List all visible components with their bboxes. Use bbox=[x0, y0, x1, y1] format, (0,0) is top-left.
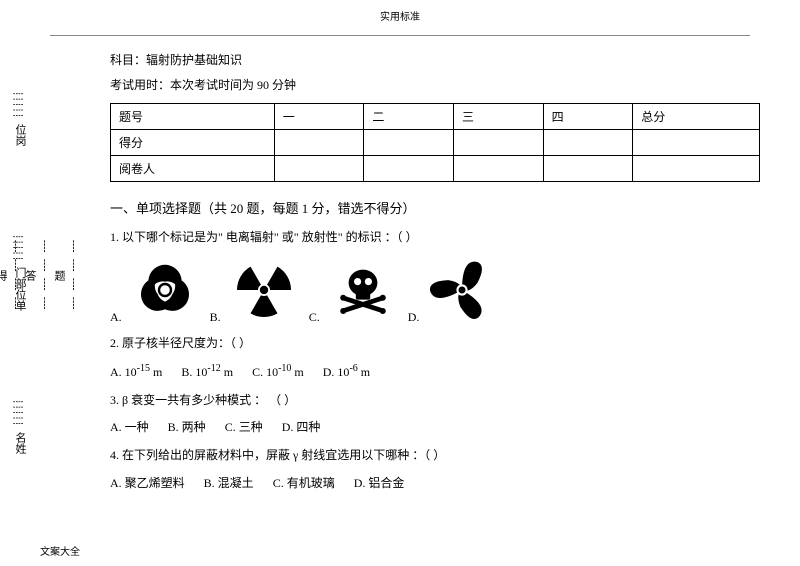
table-score-row: 得分 bbox=[111, 130, 760, 156]
subject-label: 科目： bbox=[110, 53, 146, 67]
question-1: 1. 以下哪个标记是为" 电离辐射" 或" 放射性" 的标识 ：（ ） bbox=[110, 227, 760, 249]
th-4: 四 bbox=[543, 104, 633, 130]
label-name: 名姓 bbox=[12, 432, 28, 454]
seal-dots: ┊┊┊┊ bbox=[67, 240, 80, 316]
th-total: 总分 bbox=[633, 104, 760, 130]
seal-dots: ┊┊┊┊ bbox=[38, 240, 51, 316]
page-header: 实用标准 bbox=[0, 0, 800, 35]
q3-opt-a: A. 一种 bbox=[110, 417, 149, 439]
td-score-label: 得分 bbox=[111, 130, 275, 156]
seal-char: 答 bbox=[22, 270, 38, 287]
score-table: 题号 一 二 三 四 总分 得分 阅卷人 bbox=[110, 103, 760, 182]
q1-options: A. B. C. D. bbox=[110, 255, 760, 325]
th-num: 题号 bbox=[111, 104, 275, 130]
question-2: 2. 原子核半径尺度为：（ ） bbox=[110, 333, 760, 355]
opt-label: A. bbox=[110, 310, 122, 325]
q4-opt-c: C. 有机玻璃 bbox=[273, 473, 335, 495]
td-empty bbox=[274, 130, 364, 156]
td-empty bbox=[274, 156, 364, 182]
seal-char: 得 bbox=[0, 270, 9, 287]
duration-value: 90 bbox=[257, 78, 269, 93]
q2-opt-b: B. 10-12 m bbox=[181, 360, 233, 384]
q1-opt-a: A. bbox=[110, 255, 200, 325]
duration-label: 考试用时：本次考试时间为 bbox=[110, 76, 254, 93]
td-empty bbox=[364, 130, 454, 156]
q3-opt-d: D. 四种 bbox=[282, 417, 321, 439]
th-1: 一 bbox=[274, 104, 364, 130]
footer-text: 文案大全 bbox=[40, 543, 80, 558]
skull-crossbones-icon bbox=[328, 255, 398, 325]
q2-opt-d: D. 10-6 m bbox=[323, 360, 370, 384]
td-empty bbox=[543, 130, 633, 156]
duration-unit: 分钟 bbox=[272, 76, 296, 93]
subject-line: 科目：辐射防护基础知识 bbox=[110, 51, 760, 68]
q4-opt-b: B. 混凝土 bbox=[204, 473, 254, 495]
fan-blades-icon bbox=[427, 255, 497, 325]
question-3: 3. β 衰变一共有多少种模式 ： （ ） bbox=[110, 390, 760, 412]
seal-char: 题 bbox=[51, 270, 67, 287]
q2-opt-a: A. 10-15 m bbox=[110, 360, 162, 384]
q1-opt-c: C. bbox=[309, 255, 398, 325]
q4-opt-d: D. 铝合金 bbox=[354, 473, 405, 495]
biohazard-icon bbox=[130, 255, 200, 325]
label-position: 位岗 bbox=[12, 124, 28, 146]
dash-seq: ┊┊┊┊┊ bbox=[12, 399, 22, 426]
td-empty bbox=[633, 130, 760, 156]
content-area: 科目：辐射防护基础知识 考试用时：本次考试时间为 90 分钟 题号 一 二 三 … bbox=[80, 51, 760, 500]
td-empty bbox=[364, 156, 454, 182]
th-2: 二 bbox=[364, 104, 454, 130]
dash-group: ┊┊┊┊┊ 位岗 bbox=[12, 91, 28, 152]
td-empty bbox=[633, 156, 760, 182]
seal-line: ┊┊┊┊ 题 ┊┊┊┊ 答 ┊┊┊┊ 得 ┊┊┊┊ 不 ┊┊┊┊ 内 ┊┊┊┊ … bbox=[50, 51, 80, 500]
th-3: 三 bbox=[454, 104, 544, 130]
dash-seq: ┊┊┊┊┊ bbox=[12, 91, 22, 118]
seal-dots: ┊┊┊┊ bbox=[9, 240, 22, 316]
q2-options: A. 10-15 m B. 10-12 m C. 10-10 m D. 10-6… bbox=[110, 360, 760, 384]
q3-opt-b: B. 两种 bbox=[168, 417, 206, 439]
q3-opt-c: C. 三种 bbox=[225, 417, 263, 439]
duration-line: 考试用时：本次考试时间为 90 分钟 bbox=[110, 76, 760, 93]
td-reviewer-label: 阅卷人 bbox=[111, 156, 275, 182]
q4-options: A. 聚乙烯塑料 B. 混凝土 C. 有机玻璃 D. 铝合金 bbox=[110, 473, 760, 495]
table-header-row: 题号 一 二 三 四 总分 bbox=[111, 104, 760, 130]
td-empty bbox=[454, 156, 544, 182]
question-4: 4. 在下列给出的屏蔽材料中，屏蔽 γ 射线宜选用以下哪种 ：（ ） bbox=[110, 445, 760, 467]
dash-group: ┊┊┊┊┊ 名姓 bbox=[12, 399, 28, 460]
q2-opt-c: C. 10-10 m bbox=[252, 360, 304, 384]
opt-label: B. bbox=[210, 310, 221, 325]
subject-name: 辐射防护基础知识 bbox=[146, 53, 242, 67]
table-reviewer-row: 阅卷人 bbox=[111, 156, 760, 182]
page-body: ┊┊┊┊┊ 位岗 ┊┊┊┊┊ 门部位单 ┊┊┊┊┊ 名姓 ┊┊┊┊ 题 ┊┊┊┊… bbox=[0, 36, 800, 500]
section-1-title: 一、单项选择题（共 20 题，每题 1 分，错选不得分） bbox=[110, 198, 760, 217]
opt-label: C. bbox=[309, 310, 320, 325]
q1-opt-d: D. bbox=[408, 255, 498, 325]
td-empty bbox=[543, 156, 633, 182]
td-empty bbox=[454, 130, 544, 156]
opt-label: D. bbox=[408, 310, 420, 325]
q3-options: A. 一种 B. 两种 C. 三种 D. 四种 bbox=[110, 417, 760, 439]
radiation-trefoil-icon bbox=[229, 255, 299, 325]
q4-opt-a: A. 聚乙烯塑料 bbox=[110, 473, 185, 495]
q1-opt-b: B. bbox=[210, 255, 299, 325]
